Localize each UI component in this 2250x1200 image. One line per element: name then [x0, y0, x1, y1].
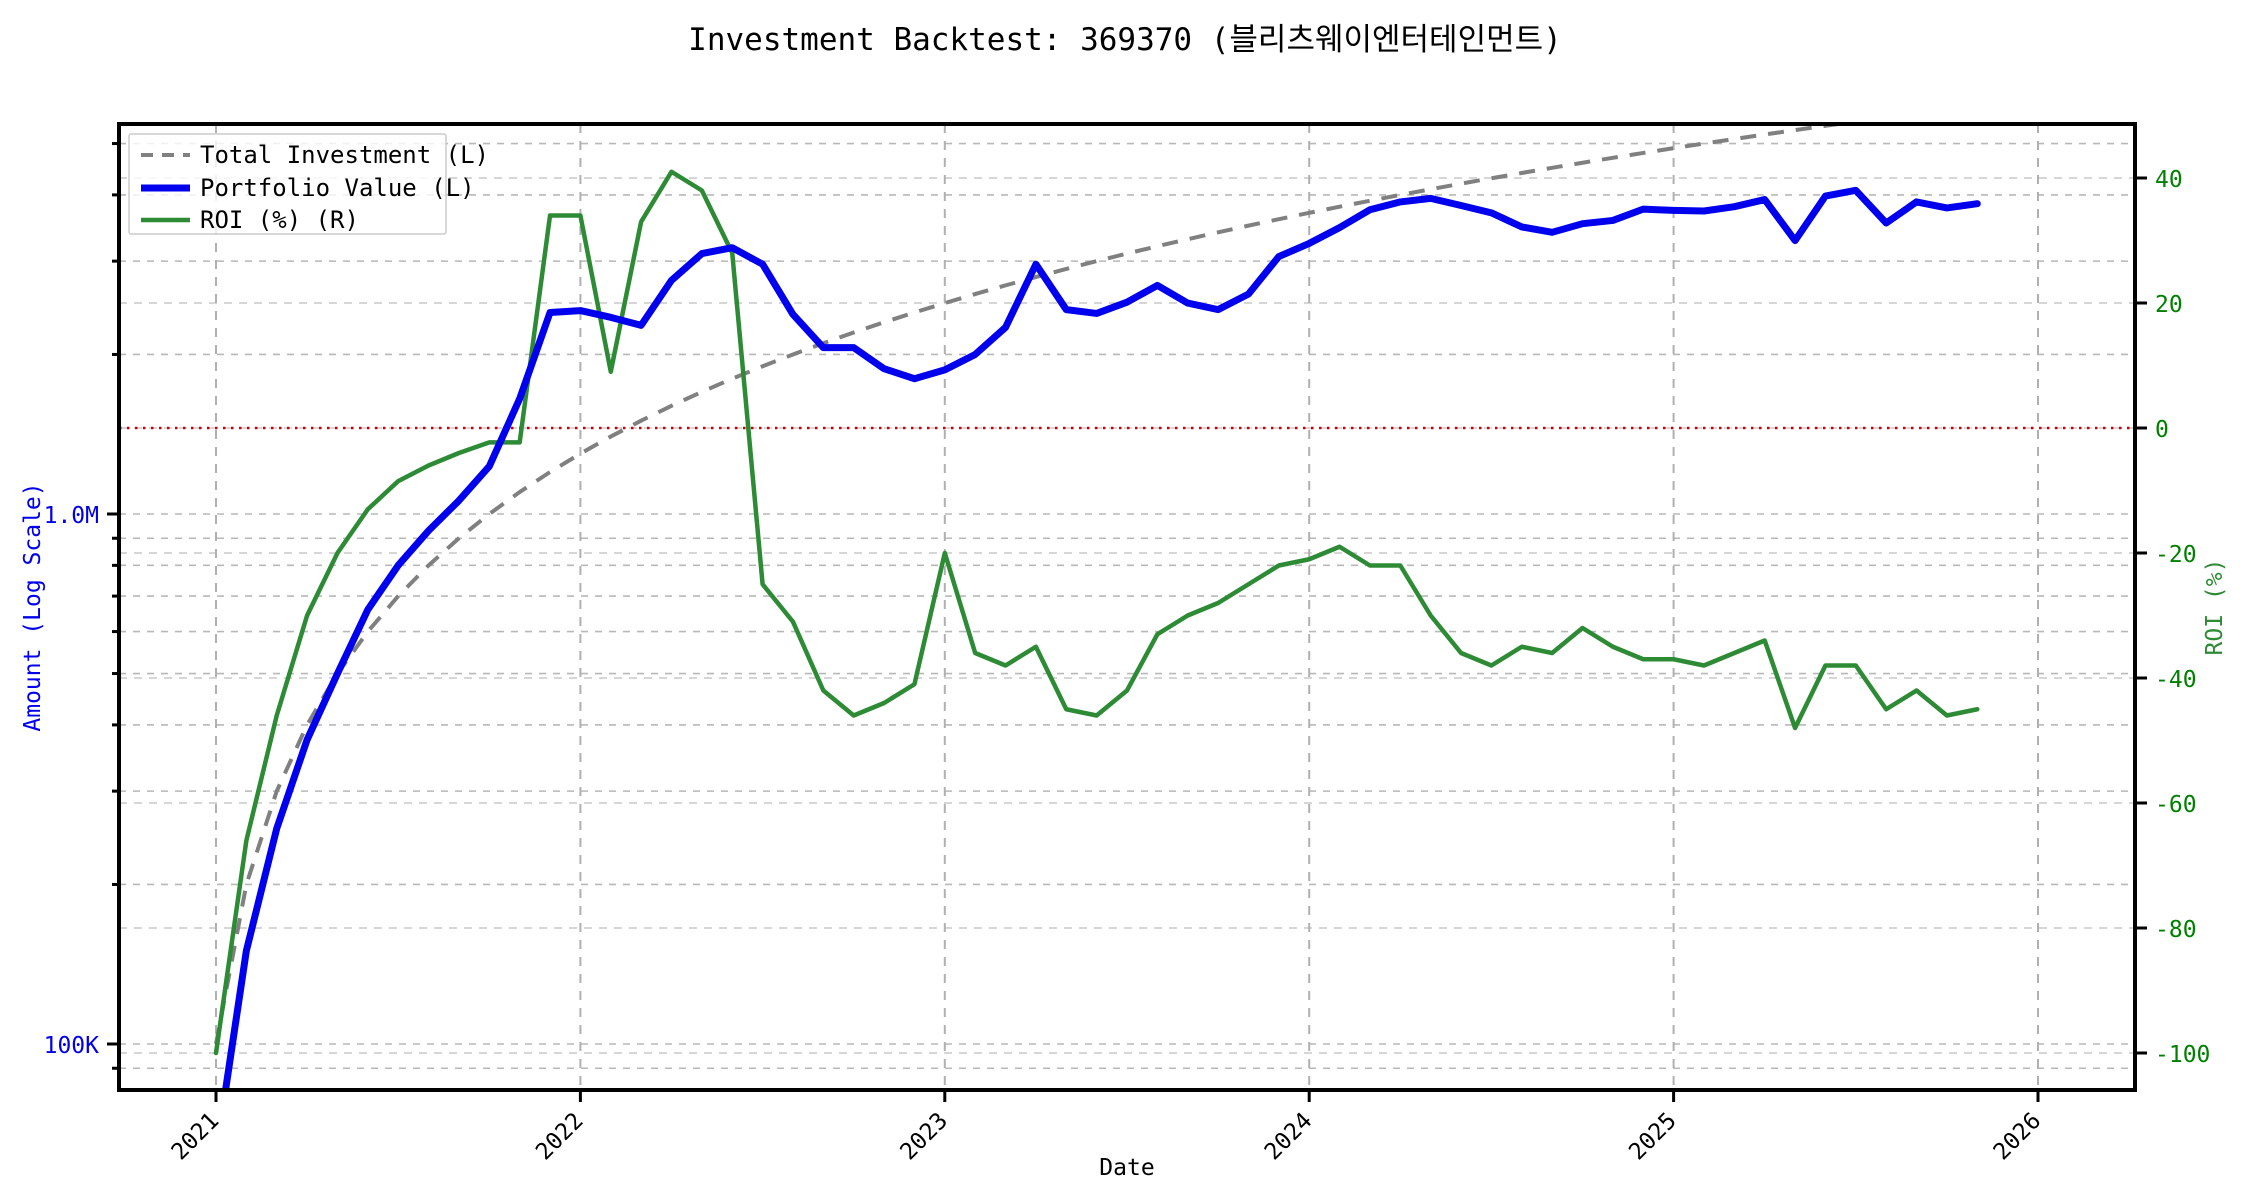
legend-label-portfolio-value: Portfolio Value (L) — [200, 174, 475, 202]
y-right-tick-label: -100 — [2155, 1042, 2210, 1068]
y-right-tick-label: -40 — [2155, 667, 2197, 693]
y-right-tick-label: 40 — [2155, 167, 2183, 193]
y-right-tick-label: 20 — [2155, 292, 2183, 318]
page-title: Investment Backtest: 369370 (블리츠웨이엔터테인먼트… — [688, 22, 1562, 58]
y-right-tick-label: -60 — [2155, 792, 2197, 818]
x-tick-label: 2024 — [1260, 1108, 1318, 1166]
x-tick-label: 2026 — [1989, 1108, 2047, 1166]
gridlines — [119, 124, 2135, 1090]
x-tick-label: 2021 — [167, 1108, 225, 1166]
series-portfolio-value — [222, 186, 1981, 1090]
plot-background — [119, 124, 2135, 1090]
x-tick-label: 2023 — [895, 1108, 953, 1166]
x-tick-label: 2025 — [1624, 1108, 1682, 1166]
y-right-tick-label: -20 — [2155, 542, 2197, 568]
y-axis-left-label: Amount (Log Scale) — [20, 482, 46, 731]
legend-box — [128, 133, 447, 235]
x-axis-label: Date — [1099, 1155, 1154, 1181]
x-tick-label: 2022 — [531, 1108, 589, 1166]
plot-frame — [117, 122, 2137, 1092]
y-axis-right-label: ROI (%) — [2202, 559, 2228, 656]
y-left-tick-label: 100K — [44, 1033, 100, 1059]
legend-label-total-investment: Total Investment (L) — [200, 141, 489, 169]
series-roi — [213, 169, 1980, 1056]
chart-legend[interactable]: Total Investment (L) Portfolio Value (L)… — [128, 133, 489, 235]
legend-label-roi: ROI (%) (R) — [200, 206, 359, 234]
y-left-tick-label: 1.0M — [44, 503, 99, 529]
y-right-tick-label: 0 — [2155, 417, 2169, 443]
y-right-tick-label: -80 — [2155, 917, 2197, 943]
